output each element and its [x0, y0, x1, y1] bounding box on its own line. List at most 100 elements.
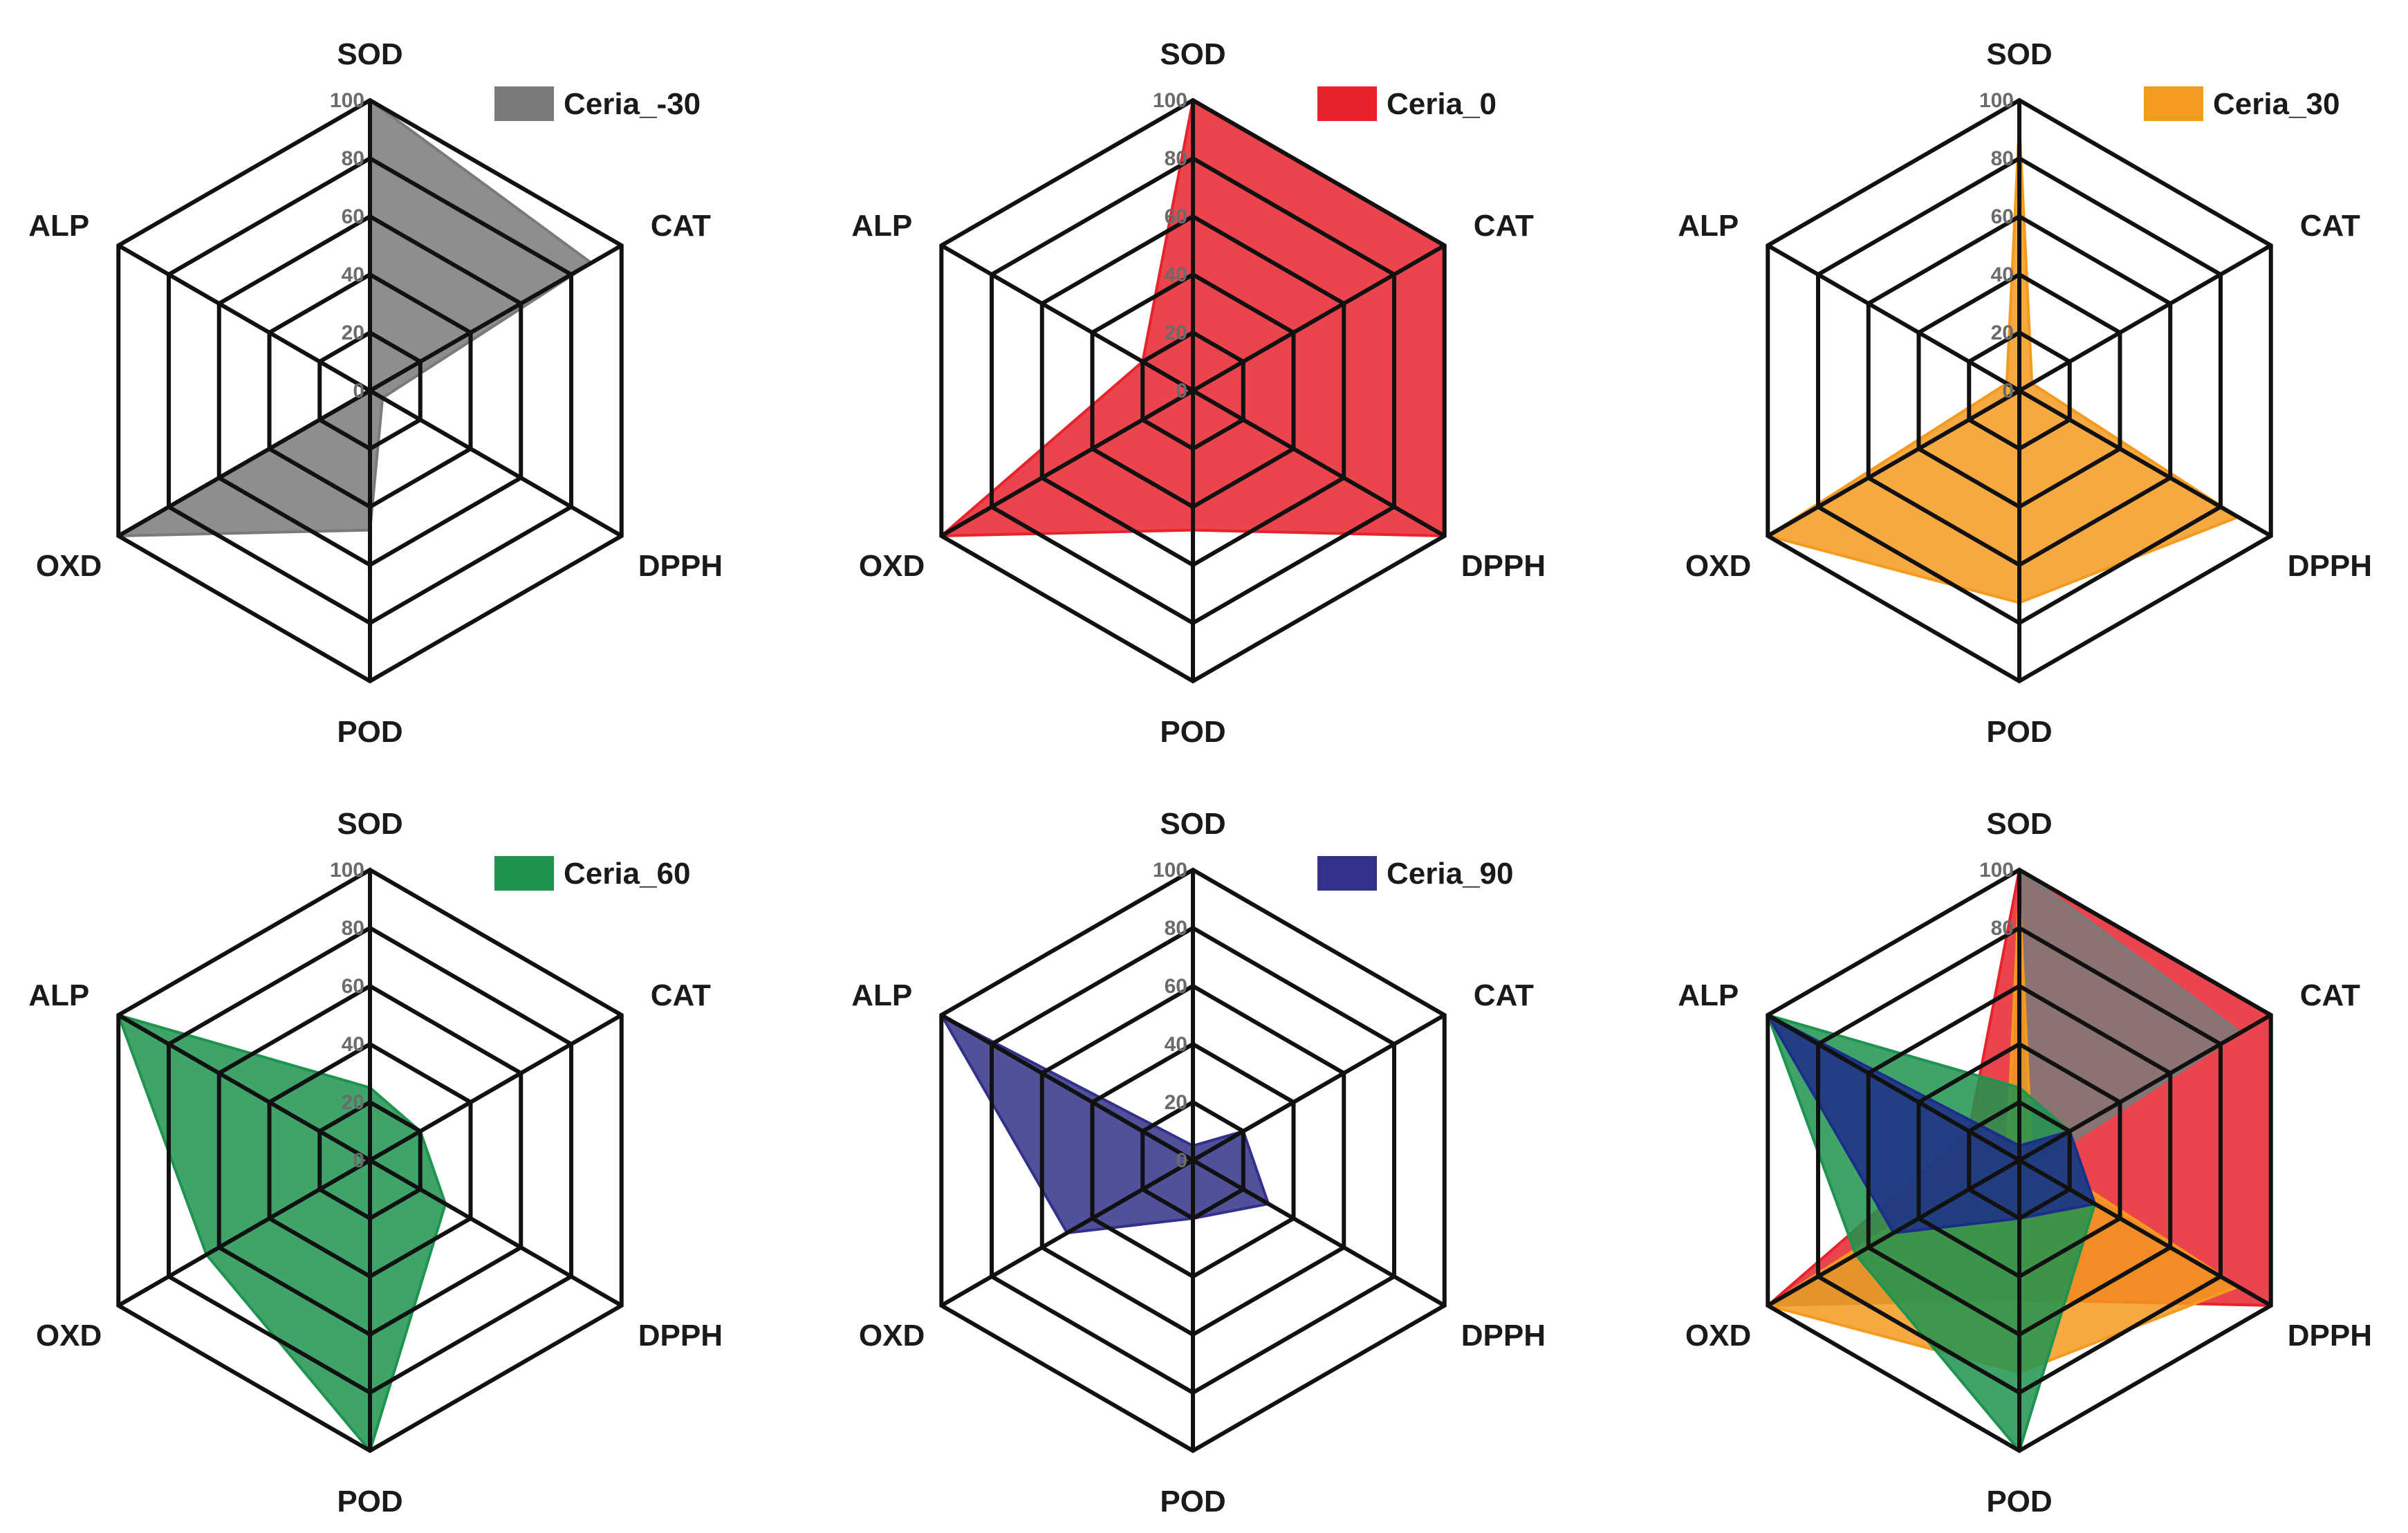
tick-label: 80 [342, 917, 364, 940]
axis-label-pod: POD [337, 715, 402, 749]
legend-swatch-ceria-30 [494, 86, 554, 121]
tick-label: 60 [342, 975, 364, 998]
axis-label-sod: SOD [1160, 807, 1225, 841]
spoke-oxd [1766, 1158, 2021, 1308]
spoke-alp [1766, 243, 2021, 393]
radar-panel-6: 100 80 SOD CAT DPPH POD OXD ALP [1678, 807, 2372, 1518]
tick-label: 100 [1153, 89, 1187, 112]
axis-label-dpph: DPPH [2288, 549, 2372, 583]
radar-panel-4: 100 80 60 40 20 0 SOD CAT DPPH POD OXD ALP Ceria_60 [28, 807, 723, 1518]
axis-label-oxd: OXD [1685, 549, 1751, 583]
legend-swatch-ceria-90 [1317, 856, 1377, 891]
tick-label: 60 [342, 205, 364, 228]
spoke-oxd [117, 389, 371, 538]
axis-label-oxd: OXD [36, 1319, 102, 1353]
spoke-oxd [940, 389, 1194, 538]
axis-label-alp: ALP [1678, 978, 1739, 1012]
radar-panel-2: 100 80 60 40 20 0 SOD CAT DPPH POD OXD ALP Ceria_0 [851, 37, 1546, 749]
axis-label-alp: ALP [1678, 209, 1739, 243]
spoke-dpph [369, 389, 623, 538]
tick-label: 100 [1153, 859, 1187, 882]
tick-label: 40 [1165, 1033, 1187, 1056]
tick-label: 100 [330, 859, 364, 882]
axis-label-dpph: DPPH [638, 1319, 723, 1353]
axis-label-oxd: OXD [859, 1319, 925, 1353]
axis-label-pod: POD [337, 1485, 402, 1518]
tick-label: 20 [1991, 322, 2014, 344]
tick-label: 40 [1991, 263, 2014, 286]
axis-label-oxd: OXD [1685, 1319, 1751, 1353]
tick-label: 60 [1165, 975, 1187, 998]
tick-label: 0 [2002, 380, 2014, 402]
axis-label-pod: POD [1160, 1485, 1225, 1518]
tick-label: 40 [342, 263, 364, 286]
legend-swatch-ceria-0 [1317, 86, 1377, 121]
spoke-alp [940, 243, 1194, 393]
spoke-cat [369, 243, 623, 393]
tick-label: 0 [1176, 1149, 1187, 1172]
spoke-alp [117, 1013, 371, 1162]
tick-label: 80 [1165, 147, 1187, 170]
axis-label-cat: CAT [2300, 209, 2360, 243]
spoke-oxd [940, 1158, 1194, 1308]
tick-label: 40 [342, 1033, 364, 1056]
axis-label-sod: SOD [337, 37, 402, 71]
legend-swatch-ceria-30 [2144, 86, 2203, 121]
legend-label-ceria-60: Ceria_60 [564, 857, 690, 891]
axis-label-sod: SOD [1160, 37, 1225, 71]
tick-label: 20 [1165, 1091, 1187, 1114]
tick-label: 100 [330, 89, 364, 112]
spoke-alp [940, 1013, 1194, 1162]
tick-label: 20 [342, 322, 364, 344]
spoke-dpph [1192, 1158, 1446, 1308]
axis-label-cat: CAT [651, 209, 711, 243]
axis-label-cat: CAT [1474, 209, 1534, 243]
radar-panel-5: 100 80 60 40 20 0 SOD CAT DPPH POD OXD ALP Ceria_90 [851, 807, 1546, 1518]
tick-label: 60 [1165, 205, 1187, 228]
axis-label-dpph: DPPH [2288, 1319, 2372, 1353]
axis-label-dpph: DPPH [1461, 1319, 1546, 1353]
spoke-cat [2018, 1013, 2272, 1162]
axis-label-pod: POD [1986, 1485, 2052, 1518]
axis-label-sod: SOD [1986, 807, 2052, 841]
tick-label: 0 [353, 380, 364, 402]
tick-label: 0 [1176, 380, 1187, 402]
axis-label-oxd: OXD [859, 549, 925, 583]
legend-label-ceria-30: Ceria_30 [2213, 87, 2340, 121]
tick-label: 40 [1165, 263, 1187, 286]
axis-label-alp: ALP [28, 978, 89, 1012]
tick-label: 80 [1165, 917, 1187, 940]
spoke-alp [1766, 1013, 2021, 1162]
axis-label-dpph: DPPH [1461, 549, 1546, 583]
tick-label: 20 [1165, 322, 1187, 344]
tick-label: 20 [342, 1091, 364, 1114]
spoke-dpph [1192, 389, 1446, 538]
tick-label: 80 [1991, 917, 2014, 940]
spoke-dpph [2018, 389, 2272, 538]
axis-label-alp: ALP [851, 209, 912, 243]
series-area-ceria-30 [1766, 122, 2240, 604]
legend-label-ceria-90: Ceria_90 [1387, 857, 1513, 891]
axis-label-dpph: DPPH [638, 549, 723, 583]
spoke-alp [117, 243, 371, 393]
tick-label: 80 [342, 147, 364, 170]
legend-swatch-ceria-60 [494, 856, 554, 891]
legend-label-ceria-0: Ceria_0 [1387, 87, 1497, 121]
spoke-dpph [369, 1158, 623, 1308]
axis-label-oxd: OXD [36, 549, 102, 583]
spoke-cat [1192, 1013, 1446, 1162]
tick-label: 100 [1979, 859, 2014, 882]
radar-panel-3: 100 80 60 40 20 0 SOD CAT DPPH POD OXD ALP Ceria_30 [1678, 37, 2372, 749]
tick-label: 0 [353, 1149, 364, 1172]
spoke-cat [369, 1013, 623, 1162]
legend-label-ceria-30: Ceria_-30 [564, 87, 701, 121]
tick-label: 100 [1979, 89, 2014, 112]
axis-label-alp: ALP [851, 978, 912, 1012]
axis-label-cat: CAT [651, 978, 711, 1012]
axis-label-cat: CAT [2300, 978, 2360, 1012]
spoke-oxd [117, 1158, 371, 1308]
spoke-cat [1192, 243, 1446, 393]
axis-label-alp: ALP [28, 209, 89, 243]
radar-panel-1: 100 80 60 40 20 0 SOD CAT DPPH POD OXD ALP Ceria_-30 [28, 37, 723, 749]
spoke-cat [2018, 243, 2272, 393]
